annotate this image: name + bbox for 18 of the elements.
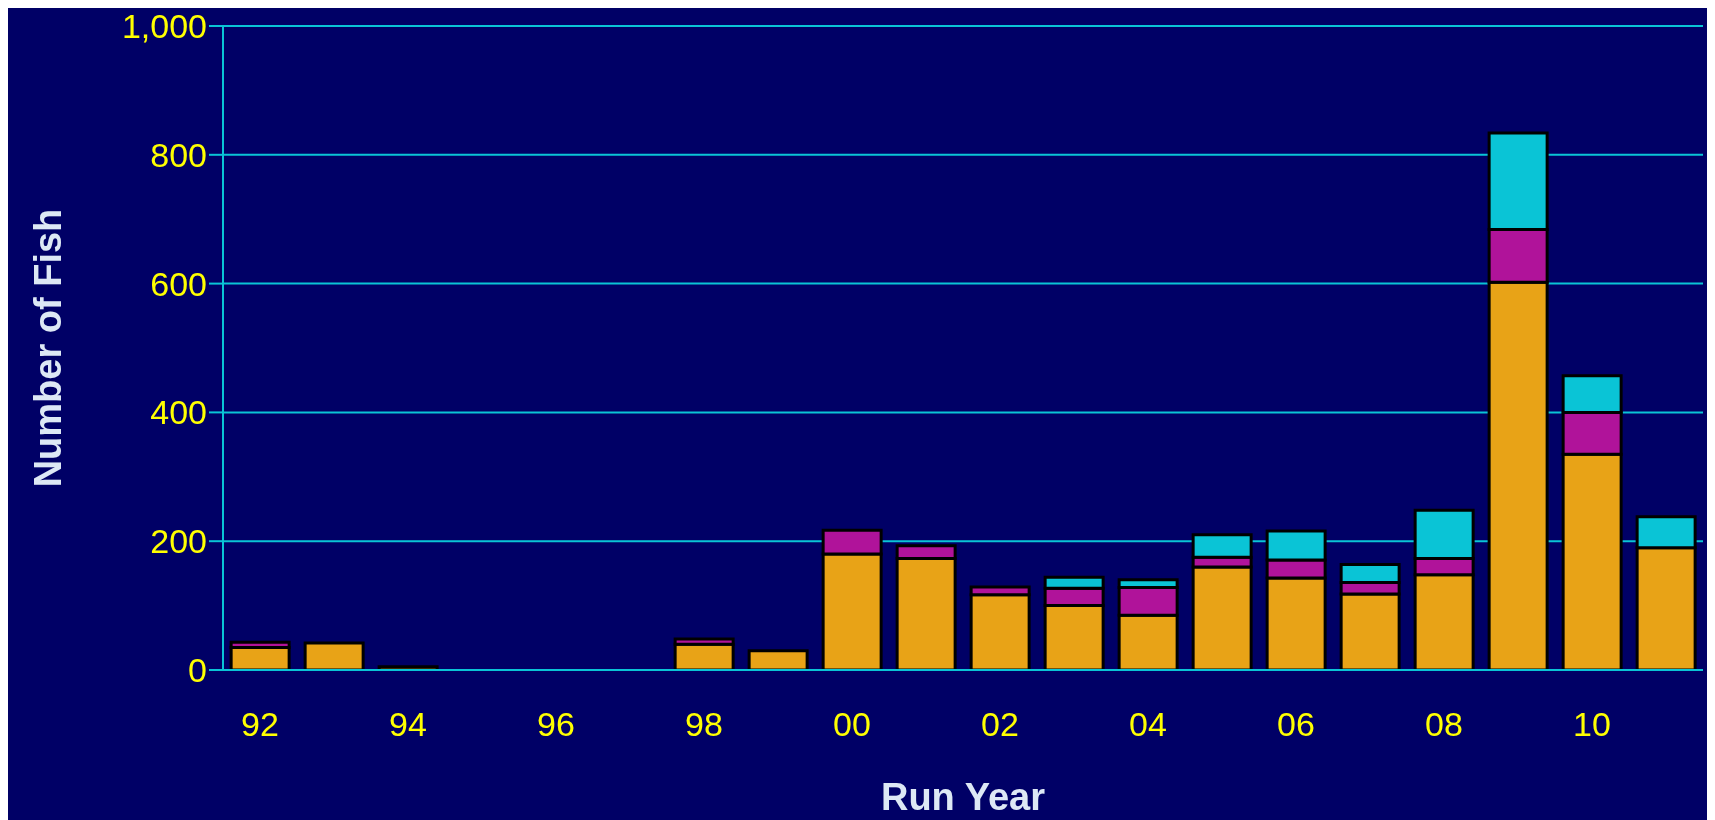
y-tick-label: 0: [188, 651, 207, 690]
x-tick-label: 04: [1129, 705, 1167, 744]
y-axis-title: Number of Fish: [27, 208, 70, 488]
x-tick-label: 94: [389, 705, 427, 744]
x-tick-label: 96: [537, 705, 575, 744]
x-tick-label: 02: [981, 705, 1019, 744]
x-tick-label: 08: [1425, 705, 1463, 744]
y-tick-label: 200: [150, 522, 207, 561]
y-tick-label: 1,000: [121, 7, 207, 46]
x-tick-label: 00: [833, 705, 871, 744]
y-tick-label: 800: [150, 135, 207, 174]
x-tick-label: 10: [1573, 705, 1611, 744]
x-axis-title: Run Year: [880, 776, 1046, 818]
x-tick-label: 92: [241, 705, 279, 744]
y-tick-label: 400: [150, 393, 207, 432]
x-tick-label: 98: [685, 705, 723, 744]
x-tick-label: 06: [1277, 705, 1315, 744]
y-tick-label: 600: [150, 264, 207, 303]
